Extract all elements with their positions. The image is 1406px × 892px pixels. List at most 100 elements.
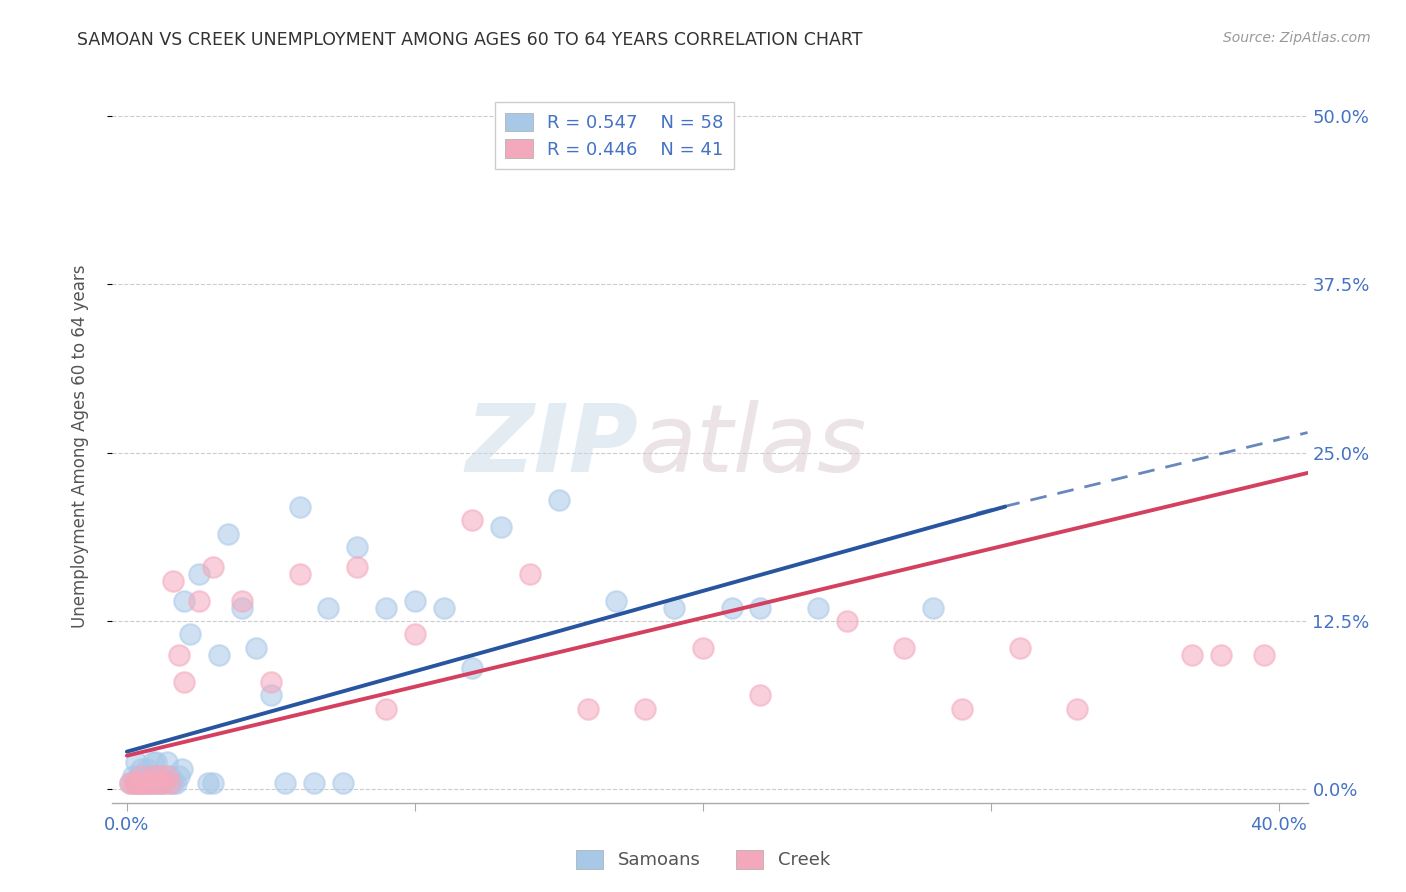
Point: [197, 775, 219, 789]
Point: [136, 775, 159, 789]
Point: [375, 701, 398, 715]
Point: [187, 566, 209, 581]
Point: [547, 492, 569, 507]
Point: [124, 756, 146, 770]
Point: [134, 769, 156, 783]
Point: [148, 775, 170, 789]
Point: [159, 769, 181, 783]
Point: [145, 756, 167, 770]
Text: Source: ZipAtlas.com: Source: ZipAtlas.com: [1223, 31, 1371, 45]
Point: [835, 614, 858, 628]
Point: [433, 600, 456, 615]
Point: [134, 775, 156, 789]
Point: [662, 600, 685, 615]
Text: ZIP: ZIP: [465, 400, 638, 492]
Point: [346, 540, 368, 554]
Point: [173, 674, 195, 689]
Point: [124, 775, 146, 789]
Point: [1253, 648, 1275, 662]
Point: [217, 526, 239, 541]
Legend: R = 0.547    N = 58, R = 0.446    N = 41: R = 0.547 N = 58, R = 0.446 N = 41: [495, 102, 734, 169]
Point: [139, 775, 162, 789]
Point: [134, 775, 156, 789]
Point: [145, 775, 167, 789]
Point: [118, 775, 141, 789]
Point: [461, 513, 484, 527]
Point: [202, 560, 225, 574]
Point: [159, 775, 181, 789]
Point: [167, 648, 190, 662]
Point: [720, 600, 742, 615]
Point: [302, 775, 325, 789]
Point: [461, 661, 484, 675]
Point: [749, 688, 772, 702]
Point: [118, 775, 141, 789]
Point: [121, 769, 143, 783]
Point: [124, 775, 146, 789]
Point: [159, 775, 181, 789]
Legend: Samoans, Creek: Samoans, Creek: [567, 841, 839, 879]
Point: [150, 775, 173, 789]
Point: [605, 594, 627, 608]
Point: [167, 769, 190, 783]
Point: [1181, 648, 1204, 662]
Point: [576, 701, 599, 715]
Point: [162, 574, 184, 588]
Point: [129, 769, 152, 783]
Point: [404, 627, 426, 641]
Point: [807, 600, 830, 615]
Point: [145, 769, 167, 783]
Point: [346, 560, 368, 574]
Point: [332, 775, 354, 789]
Point: [288, 500, 311, 514]
Point: [165, 775, 187, 789]
Point: [519, 566, 541, 581]
Point: [749, 600, 772, 615]
Point: [156, 756, 179, 770]
Point: [208, 648, 231, 662]
Point: [170, 762, 193, 776]
Point: [404, 594, 426, 608]
Point: [142, 775, 165, 789]
Point: [173, 594, 195, 608]
Point: [179, 627, 201, 641]
Point: [893, 640, 915, 655]
Point: [136, 762, 159, 776]
Point: [1066, 701, 1088, 715]
Text: SAMOAN VS CREEK UNEMPLOYMENT AMONG AGES 60 TO 64 YEARS CORRELATION CHART: SAMOAN VS CREEK UNEMPLOYMENT AMONG AGES …: [77, 31, 863, 49]
Point: [245, 640, 267, 655]
Point: [127, 775, 149, 789]
Point: [127, 769, 149, 783]
Point: [692, 640, 714, 655]
Point: [136, 775, 159, 789]
Point: [375, 600, 398, 615]
Point: [150, 769, 173, 783]
Point: [139, 769, 162, 783]
Point: [162, 775, 184, 789]
Point: [634, 701, 657, 715]
Point: [145, 775, 167, 789]
Point: [142, 756, 165, 770]
Point: [129, 762, 152, 776]
Point: [148, 769, 170, 783]
Point: [187, 594, 209, 608]
Point: [129, 775, 152, 789]
Point: [127, 775, 149, 789]
Point: [139, 775, 162, 789]
Text: atlas: atlas: [638, 401, 866, 491]
Point: [231, 594, 253, 608]
Point: [142, 769, 165, 783]
Point: [274, 775, 297, 789]
Point: [153, 775, 176, 789]
Point: [288, 566, 311, 581]
Point: [150, 775, 173, 789]
Y-axis label: Unemployment Among Ages 60 to 64 years: Unemployment Among Ages 60 to 64 years: [70, 264, 89, 628]
Point: [153, 775, 176, 789]
Point: [121, 775, 143, 789]
Point: [1008, 640, 1031, 655]
Point: [318, 600, 340, 615]
Point: [950, 701, 973, 715]
Point: [129, 775, 152, 789]
Point: [202, 775, 225, 789]
Point: [260, 688, 283, 702]
